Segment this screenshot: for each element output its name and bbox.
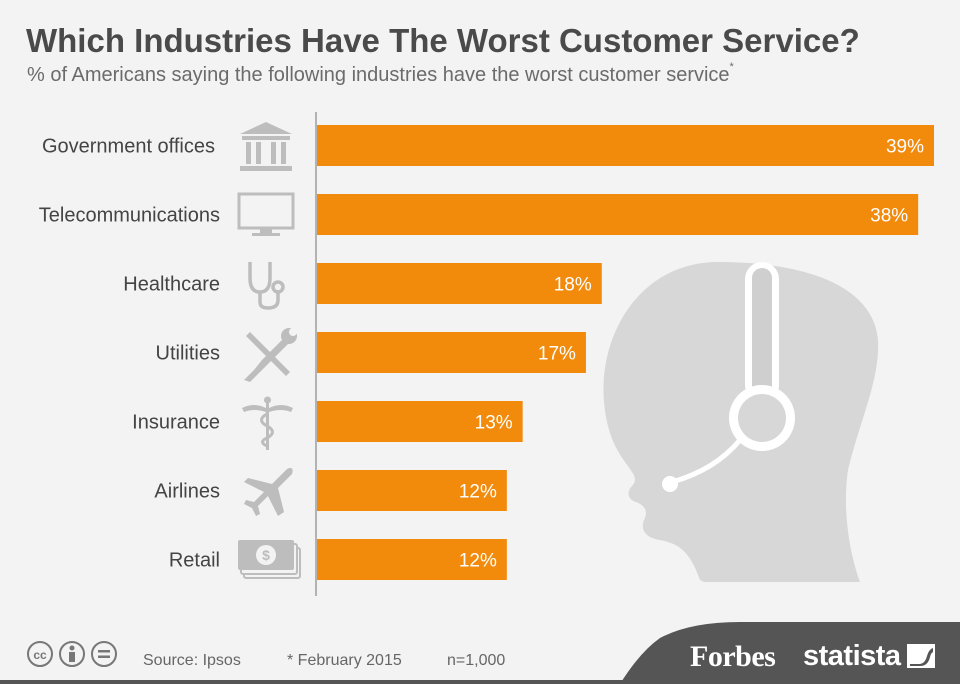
bar-utilities <box>317 332 586 373</box>
category-label: Government offices <box>42 136 215 158</box>
category-label: Healthcare <box>123 274 220 296</box>
value-label: 39% <box>886 137 924 158</box>
value-label: 12% <box>459 551 497 572</box>
airplane-icon <box>244 468 293 516</box>
footer-band <box>0 622 960 684</box>
no-derivatives-icon <box>91 641 117 667</box>
value-label: 18% <box>554 275 592 296</box>
sample-size: n=1,000 <box>447 652 506 669</box>
category-label: Retail <box>169 550 220 572</box>
customer-service-headset-icon <box>603 262 879 582</box>
forbes-logo: Forbes <box>690 640 776 673</box>
category-label: Telecommunications <box>39 205 220 227</box>
subtitle-text: % of Americans saying the following indu… <box>27 64 730 86</box>
chart-title: Which Industries Have The Worst Customer… <box>26 22 860 59</box>
bar-telecommunications <box>317 194 919 235</box>
bar-healthcare <box>317 263 602 304</box>
bar-airlines <box>317 470 507 511</box>
svg-text:$: $ <box>262 547 270 563</box>
category-label: Utilities <box>156 343 220 365</box>
bar-retail <box>317 539 507 580</box>
government-building-icon <box>240 122 292 171</box>
category-label: Airlines <box>154 481 220 503</box>
bar-government-offices <box>317 125 934 166</box>
category-label: Insurance <box>132 412 220 434</box>
monitor-icon <box>237 192 295 236</box>
stethoscope-icon <box>248 262 285 310</box>
caduceus-icon <box>242 396 293 450</box>
bar-insurance <box>317 401 523 442</box>
chart-subtitle: % of Americans saying the following indu… <box>27 61 734 87</box>
value-label: 17% <box>538 344 576 365</box>
statista-mark-icon <box>907 644 935 668</box>
source-label: Source: Ipsos <box>143 652 241 669</box>
money-icon: $ <box>238 540 301 579</box>
value-label: 13% <box>475 413 513 434</box>
statista-logo: statista <box>803 640 901 672</box>
creative-commons-icon: cc <box>27 641 53 667</box>
tools-icon <box>244 328 297 382</box>
value-label: 38% <box>870 206 908 227</box>
attribution-icon <box>59 641 85 667</box>
value-label: 12% <box>459 482 497 503</box>
svg-text:cc: cc <box>33 648 47 662</box>
date-note: * February 2015 <box>287 652 402 669</box>
subtitle-footnote-marker: * <box>729 61 734 73</box>
